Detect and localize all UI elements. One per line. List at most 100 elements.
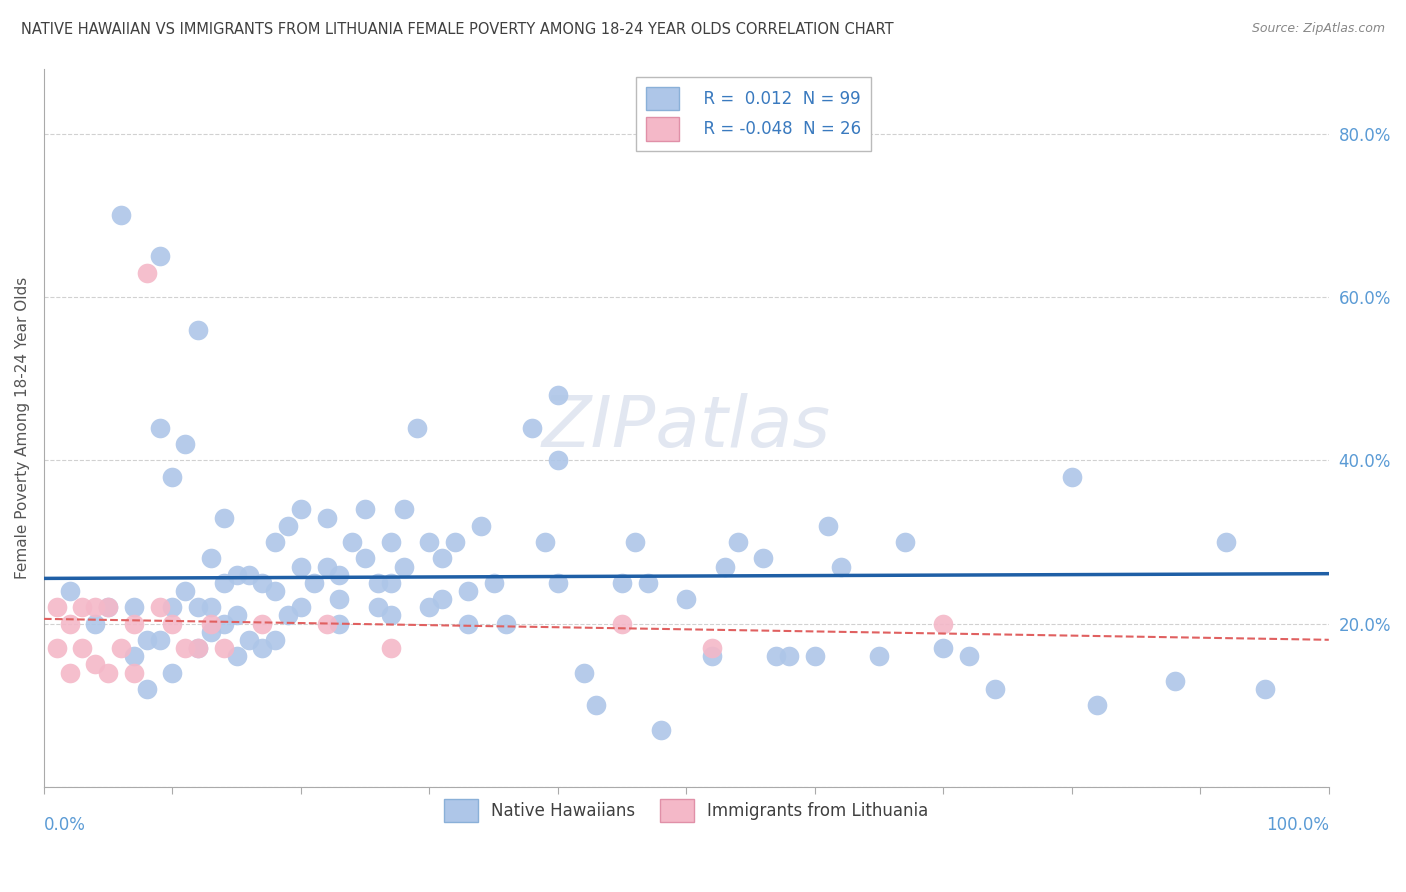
- Point: [894, 535, 917, 549]
- Point: [1215, 535, 1237, 549]
- Point: [84, 657, 107, 672]
- Point: [328, 592, 350, 607]
- Point: [1087, 698, 1109, 713]
- Point: [135, 681, 157, 696]
- Point: [932, 616, 955, 631]
- Point: [252, 575, 274, 590]
- Point: [354, 502, 377, 516]
- Point: [418, 535, 440, 549]
- Point: [585, 698, 607, 713]
- Point: [315, 616, 337, 631]
- Point: [200, 600, 222, 615]
- Point: [162, 665, 184, 680]
- Point: [187, 600, 209, 615]
- Point: [72, 600, 94, 615]
- Point: [380, 575, 402, 590]
- Point: [765, 649, 787, 664]
- Point: [58, 616, 80, 631]
- Point: [135, 266, 157, 280]
- Point: [97, 600, 120, 615]
- Point: [367, 575, 389, 590]
- Text: Source: ZipAtlas.com: Source: ZipAtlas.com: [1251, 22, 1385, 36]
- Point: [110, 641, 132, 656]
- Point: [290, 600, 312, 615]
- Point: [572, 665, 595, 680]
- Point: [122, 616, 145, 631]
- Point: [225, 649, 247, 664]
- Point: [392, 502, 415, 516]
- Point: [277, 608, 299, 623]
- Point: [148, 249, 170, 263]
- Text: NATIVE HAWAIIAN VS IMMIGRANTS FROM LITHUANIA FEMALE POVERTY AMONG 18-24 YEAR OLD: NATIVE HAWAIIAN VS IMMIGRANTS FROM LITHU…: [21, 22, 894, 37]
- Point: [252, 616, 274, 631]
- Point: [367, 600, 389, 615]
- Point: [315, 559, 337, 574]
- Point: [675, 592, 697, 607]
- Y-axis label: Female Poverty Among 18-24 Year Olds: Female Poverty Among 18-24 Year Olds: [15, 277, 30, 579]
- Point: [174, 584, 197, 599]
- Point: [547, 575, 569, 590]
- Text: 0.0%: 0.0%: [44, 815, 86, 834]
- Point: [700, 641, 723, 656]
- Point: [264, 632, 287, 647]
- Point: [342, 535, 364, 549]
- Point: [212, 510, 235, 524]
- Point: [418, 600, 440, 615]
- Point: [752, 551, 775, 566]
- Point: [380, 641, 402, 656]
- Point: [650, 723, 672, 737]
- Point: [174, 437, 197, 451]
- Point: [187, 641, 209, 656]
- Point: [380, 608, 402, 623]
- Point: [97, 600, 120, 615]
- Point: [932, 641, 955, 656]
- Point: [804, 649, 827, 664]
- Point: [122, 649, 145, 664]
- Text: ZIPatlas: ZIPatlas: [541, 393, 831, 462]
- Point: [97, 665, 120, 680]
- Point: [547, 388, 569, 402]
- Point: [302, 575, 325, 590]
- Point: [212, 616, 235, 631]
- Point: [315, 510, 337, 524]
- Point: [432, 592, 454, 607]
- Point: [187, 323, 209, 337]
- Point: [200, 624, 222, 639]
- Point: [778, 649, 800, 664]
- Point: [817, 518, 839, 533]
- Point: [547, 453, 569, 467]
- Point: [290, 559, 312, 574]
- Point: [727, 535, 749, 549]
- Point: [122, 600, 145, 615]
- Point: [392, 559, 415, 574]
- Point: [58, 584, 80, 599]
- Point: [148, 600, 170, 615]
- Point: [122, 665, 145, 680]
- Point: [162, 469, 184, 483]
- Point: [264, 584, 287, 599]
- Point: [148, 632, 170, 647]
- Point: [714, 559, 737, 574]
- Point: [162, 600, 184, 615]
- Point: [238, 567, 260, 582]
- Point: [110, 209, 132, 223]
- Point: [290, 502, 312, 516]
- Point: [482, 575, 505, 590]
- Point: [200, 616, 222, 631]
- Point: [212, 575, 235, 590]
- Point: [868, 649, 890, 664]
- Point: [148, 421, 170, 435]
- Point: [45, 641, 67, 656]
- Point: [252, 641, 274, 656]
- Point: [354, 551, 377, 566]
- Point: [84, 600, 107, 615]
- Point: [162, 616, 184, 631]
- Point: [277, 518, 299, 533]
- Point: [457, 584, 479, 599]
- Point: [187, 641, 209, 656]
- Point: [1253, 681, 1275, 696]
- Point: [212, 641, 235, 656]
- Point: [470, 518, 492, 533]
- Point: [264, 535, 287, 549]
- Point: [58, 665, 80, 680]
